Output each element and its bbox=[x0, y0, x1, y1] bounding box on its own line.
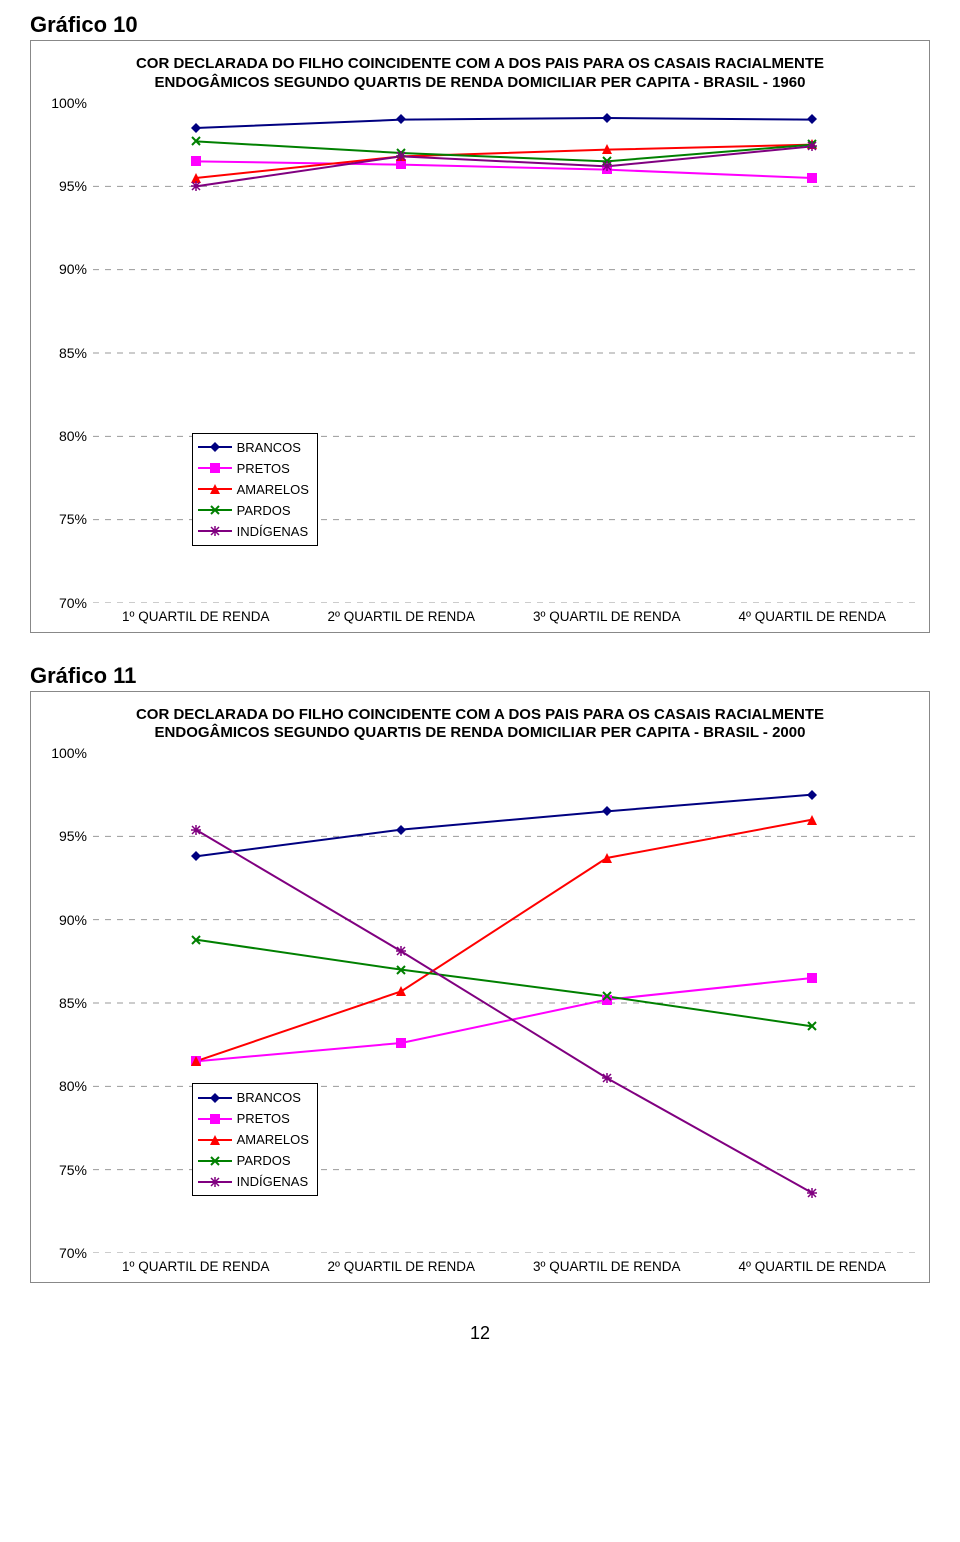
data-marker bbox=[396, 965, 406, 975]
legend-label: INDÍGENAS bbox=[237, 1174, 309, 1189]
data-marker bbox=[807, 141, 817, 151]
legend-label: PRETOS bbox=[237, 461, 290, 476]
y-tick-label: 70% bbox=[59, 1245, 87, 1261]
x-tick-label: 2º QUARTIL DE RENDA bbox=[299, 1259, 505, 1274]
data-marker bbox=[602, 161, 612, 171]
y-tick-label: 95% bbox=[59, 178, 87, 194]
legend-label: AMARELOS bbox=[237, 1132, 309, 1147]
legend-item: BRANCOS bbox=[198, 1087, 309, 1108]
y-tick-label: 90% bbox=[59, 261, 87, 277]
plot-area: BRANCOS PRETOS AMARELOS PARDOS INDÍGENAS bbox=[93, 103, 915, 603]
legend-label: BRANCOS bbox=[237, 440, 301, 455]
y-axis: 100%95%90%85%80%75%70% bbox=[45, 753, 93, 1253]
data-marker bbox=[396, 1038, 406, 1048]
legend-label: PARDOS bbox=[237, 503, 291, 518]
data-marker bbox=[602, 853, 612, 863]
data-marker bbox=[807, 114, 817, 124]
y-tick-label: 100% bbox=[51, 95, 87, 111]
data-marker bbox=[807, 790, 817, 800]
x-axis: 1º QUARTIL DE RENDA2º QUARTIL DE RENDA3º… bbox=[93, 609, 915, 624]
data-marker bbox=[807, 973, 817, 983]
legend-item: INDÍGENAS bbox=[198, 521, 309, 542]
legend-swatch bbox=[198, 1110, 232, 1128]
chart-legend: BRANCOS PRETOS AMARELOS PARDOS INDÍGENAS bbox=[192, 433, 318, 546]
data-marker bbox=[807, 173, 817, 183]
chart-title: COR DECLARADA DO FILHO COINCIDENTE COM A… bbox=[45, 706, 915, 744]
plot-area: BRANCOS PRETOS AMARELOS PARDOS INDÍGENAS bbox=[93, 753, 915, 1253]
data-marker bbox=[396, 151, 406, 161]
legend-label: BRANCOS bbox=[237, 1090, 301, 1105]
y-tick-label: 80% bbox=[59, 1078, 87, 1094]
legend-swatch bbox=[198, 501, 232, 519]
legend-label: INDÍGENAS bbox=[237, 524, 309, 539]
y-tick-label: 85% bbox=[59, 995, 87, 1011]
legend-item: INDÍGENAS bbox=[198, 1171, 309, 1192]
x-tick-label: 3º QUARTIL DE RENDA bbox=[504, 609, 710, 624]
chart-container: COR DECLARADA DO FILHO COINCIDENTE COM A… bbox=[30, 40, 930, 633]
page-number: 12 bbox=[30, 1323, 930, 1344]
legend-swatch bbox=[198, 1131, 232, 1149]
data-marker bbox=[191, 156, 201, 166]
y-tick-label: 70% bbox=[59, 595, 87, 611]
y-tick-label: 75% bbox=[59, 1162, 87, 1178]
chart-heading: Gráfico 10 bbox=[30, 12, 930, 38]
chart-container: COR DECLARADA DO FILHO COINCIDENTE COM A… bbox=[30, 691, 930, 1284]
y-tick-label: 95% bbox=[59, 828, 87, 844]
legend-label: PARDOS bbox=[237, 1153, 291, 1168]
data-marker bbox=[602, 806, 612, 816]
y-axis: 100%95%90%85%80%75%70% bbox=[45, 103, 93, 603]
legend-item: PARDOS bbox=[198, 500, 309, 521]
legend-item: BRANCOS bbox=[198, 437, 309, 458]
legend-item: AMARELOS bbox=[198, 1129, 309, 1150]
legend-item: PARDOS bbox=[198, 1150, 309, 1171]
legend-swatch bbox=[198, 438, 232, 456]
legend-swatch bbox=[198, 480, 232, 498]
legend-swatch bbox=[198, 459, 232, 477]
x-axis: 1º QUARTIL DE RENDA2º QUARTIL DE RENDA3º… bbox=[93, 1259, 915, 1274]
y-tick-label: 100% bbox=[51, 745, 87, 761]
x-tick-label: 1º QUARTIL DE RENDA bbox=[93, 609, 299, 624]
data-marker bbox=[807, 1188, 817, 1198]
data-marker bbox=[191, 825, 201, 835]
y-tick-label: 75% bbox=[59, 511, 87, 527]
legend-item: PRETOS bbox=[198, 1108, 309, 1129]
x-tick-label: 4º QUARTIL DE RENDA bbox=[710, 609, 916, 624]
x-tick-label: 1º QUARTIL DE RENDA bbox=[93, 1259, 299, 1274]
y-tick-label: 90% bbox=[59, 912, 87, 928]
legend-swatch bbox=[198, 1089, 232, 1107]
data-marker bbox=[602, 1073, 612, 1083]
data-marker bbox=[396, 946, 406, 956]
legend-swatch bbox=[198, 1152, 232, 1170]
chart-heading: Gráfico 11 bbox=[30, 663, 930, 689]
data-marker bbox=[602, 113, 612, 123]
y-tick-label: 80% bbox=[59, 428, 87, 444]
chart-legend: BRANCOS PRETOS AMARELOS PARDOS INDÍGENAS bbox=[192, 1083, 318, 1196]
data-marker bbox=[191, 181, 201, 191]
legend-label: PRETOS bbox=[237, 1111, 290, 1126]
data-marker bbox=[191, 935, 201, 945]
data-marker bbox=[396, 986, 406, 996]
x-tick-label: 3º QUARTIL DE RENDA bbox=[504, 1259, 710, 1274]
legend-item: PRETOS bbox=[198, 458, 309, 479]
data-marker bbox=[396, 825, 406, 835]
data-marker bbox=[602, 144, 612, 154]
data-marker bbox=[396, 114, 406, 124]
chart-title: COR DECLARADA DO FILHO COINCIDENTE COM A… bbox=[45, 55, 915, 93]
data-marker bbox=[191, 123, 201, 133]
legend-swatch bbox=[198, 522, 232, 540]
legend-label: AMARELOS bbox=[237, 482, 309, 497]
y-tick-label: 85% bbox=[59, 345, 87, 361]
data-marker bbox=[602, 991, 612, 1001]
data-marker bbox=[191, 136, 201, 146]
x-tick-label: 4º QUARTIL DE RENDA bbox=[710, 1259, 916, 1274]
x-tick-label: 2º QUARTIL DE RENDA bbox=[299, 609, 505, 624]
legend-swatch bbox=[198, 1173, 232, 1191]
legend-item: AMARELOS bbox=[198, 479, 309, 500]
data-marker bbox=[807, 1021, 817, 1031]
data-marker bbox=[191, 1056, 201, 1066]
data-marker bbox=[807, 815, 817, 825]
data-marker bbox=[191, 851, 201, 861]
